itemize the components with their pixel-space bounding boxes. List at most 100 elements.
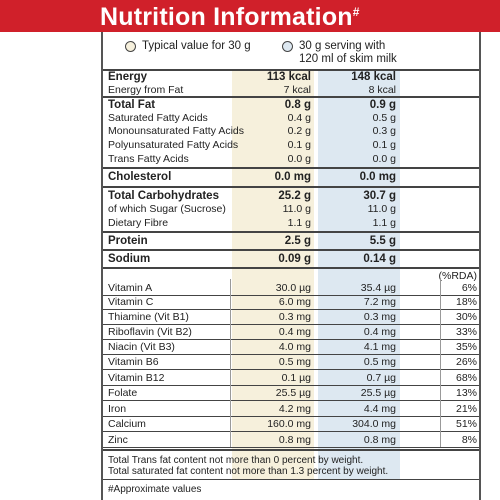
divider-vitamins-end — [103, 449, 479, 451]
vitamin-value-milk: 0.8 mg — [363, 434, 396, 446]
vitamin-value-milk: 304.0 mg — [352, 418, 396, 430]
nutrient-divider — [103, 167, 479, 169]
divider-footnotes — [103, 479, 479, 480]
vitamin-value-milk: 0.3 mg — [363, 311, 396, 323]
nutrient-value-typical: 0.0 g — [287, 153, 311, 165]
vitamin-value-milk: 0.5 mg — [363, 356, 396, 368]
vitamin-value-milk: 4.4 mg — [363, 403, 396, 415]
legend-milk: 30 g serving with 120 ml of skim milk — [282, 40, 397, 66]
vitamin-label: Zinc — [108, 434, 128, 446]
legend-typical-label: Typical value for 30 g — [142, 40, 251, 52]
nutrient-divider — [103, 231, 479, 233]
vitamin-divider — [103, 339, 479, 340]
legend-milk-label-2: 120 ml of skim milk — [299, 53, 397, 65]
nutrient-value-typical: 0.1 g — [287, 139, 311, 151]
vitamin-divider — [103, 416, 479, 417]
vitamin-value-milk: 35.4 µg — [360, 282, 396, 294]
vitamin-label: Niacin (Vit B3) — [108, 341, 175, 353]
nutrient-divider — [103, 186, 479, 188]
vitamin-divider — [103, 385, 479, 386]
nutrient-label: Dietary Fibre — [108, 217, 169, 229]
nutrient-value-milk: 0.0 g — [372, 153, 396, 165]
nutrient-value-milk: 0.9 g — [369, 99, 396, 111]
vitamin-label: Thiamine (Vit B1) — [108, 311, 189, 323]
legend-dot-typical-icon — [125, 41, 136, 52]
vitamin-value-milk: 4.1 mg — [363, 341, 396, 353]
nutrient-divider — [103, 96, 479, 98]
vitamin-label: Calcium — [108, 418, 146, 430]
vitamin-rda-percent: 18% — [455, 296, 477, 308]
nutrient-value-typical: 0.4 g — [287, 112, 311, 124]
nutrient-value-milk: 8 kcal — [368, 84, 396, 96]
vitamin-rda-percent: 30% — [455, 311, 477, 323]
nutrient-divider — [103, 249, 479, 251]
column-typical-bg — [232, 69, 314, 479]
vitamin-label: Iron — [108, 403, 127, 415]
footnote-saturated: Total saturated fat content not more tha… — [108, 466, 389, 477]
vitamin-value-milk: 0.7 µg — [366, 372, 396, 384]
divider-top — [103, 69, 479, 71]
nutrient-label: Total Fat — [108, 99, 156, 111]
nutrient-label: Sodium — [108, 253, 151, 265]
vitamin-divider — [103, 447, 479, 448]
nutrient-value-typical: 7 kcal — [283, 84, 311, 96]
nutrient-value-milk: 0.0 mg — [359, 171, 396, 183]
vitamin-divider — [103, 400, 479, 401]
vitamin-divider — [103, 295, 479, 296]
nutrient-value-typical: 0.2 g — [287, 125, 311, 137]
vitamin-rda-percent: 68% — [455, 372, 477, 384]
nutrient-value-typical: 25.2 g — [278, 190, 311, 202]
vitamin-label: Vitamin B12 — [108, 372, 165, 384]
vitamin-rda-percent: 33% — [455, 326, 477, 338]
title-mark: # — [352, 5, 360, 19]
label-column-rule — [230, 279, 231, 447]
vitamin-divider — [103, 324, 479, 325]
column-milk-bg — [318, 69, 400, 479]
vitamin-divider — [103, 369, 479, 370]
title-text: Nutrition Information — [100, 3, 353, 31]
vitamin-rda-percent: 51% — [455, 418, 477, 430]
nutrient-value-typical: 11.0 g — [282, 203, 311, 215]
nutrient-value-typical: 1.1 g — [287, 217, 311, 229]
nutrient-label: of which Sugar (Sucrose) — [108, 203, 226, 215]
nutrient-value-milk: 148 kcal — [351, 71, 396, 83]
vitamin-rda-percent: 13% — [455, 387, 477, 399]
vitamin-rda-percent: 8% — [461, 434, 477, 446]
nutrient-label: Saturated Fatty Acids — [108, 112, 208, 124]
vitamin-value-typical: 6.0 mg — [278, 296, 311, 308]
vitamin-divider — [103, 309, 479, 310]
vitamin-value-typical: 0.3 mg — [278, 311, 311, 323]
header-bar: Nutrition Information# — [0, 0, 500, 32]
vitamin-divider — [103, 354, 479, 355]
approx-note: #Approximate values — [108, 484, 202, 495]
footnote-trans: Total Trans fat content not more than 0 … — [108, 455, 364, 466]
vitamin-label: Vitamin C — [108, 296, 154, 308]
nutrient-value-typical: 2.5 g — [284, 235, 311, 247]
vitamin-label: Riboflavin (Vit B2) — [108, 326, 192, 338]
vitamin-label: Vitamin B6 — [108, 356, 159, 368]
vitamin-value-typical: 0.1 µg — [281, 372, 311, 384]
nutrient-label: Total Carbohydrates — [108, 190, 219, 202]
vitamin-label: Vitamin A — [108, 282, 153, 294]
nutrient-label: Cholesterol — [108, 171, 172, 183]
nutrient-label: Polyunsaturated Fatty Acids — [108, 139, 239, 151]
vitamin-value-typical: 4.0 mg — [278, 341, 311, 353]
nutrient-value-milk: 0.3 g — [372, 125, 396, 137]
vitamin-rda-percent: 21% — [455, 403, 477, 415]
nutrient-label: Protein — [108, 235, 148, 247]
vitamin-rda-percent: 6% — [461, 282, 477, 294]
rda-header: (%RDA) — [438, 270, 478, 282]
vitamin-value-typical: 30.0 µg — [275, 282, 311, 294]
legend-dot-milk-icon — [282, 41, 293, 52]
nutrient-label: Energy from Fat — [108, 84, 184, 96]
legend-typical: Typical value for 30 g — [125, 40, 251, 53]
vitamin-value-typical: 160.0 mg — [267, 418, 311, 430]
nutrient-label: Trans Fatty Acids — [108, 153, 189, 165]
nutrient-value-typical: 0.0 mg — [274, 171, 311, 183]
vitamin-label: Folate — [108, 387, 138, 399]
nutrient-label: Energy — [108, 71, 147, 83]
vitamin-value-typical: 25.5 µg — [275, 387, 311, 399]
rda-column-rule — [440, 279, 441, 447]
nutrient-value-milk: 0.14 g — [363, 253, 396, 265]
nutrient-value-milk: 5.5 g — [369, 235, 396, 247]
